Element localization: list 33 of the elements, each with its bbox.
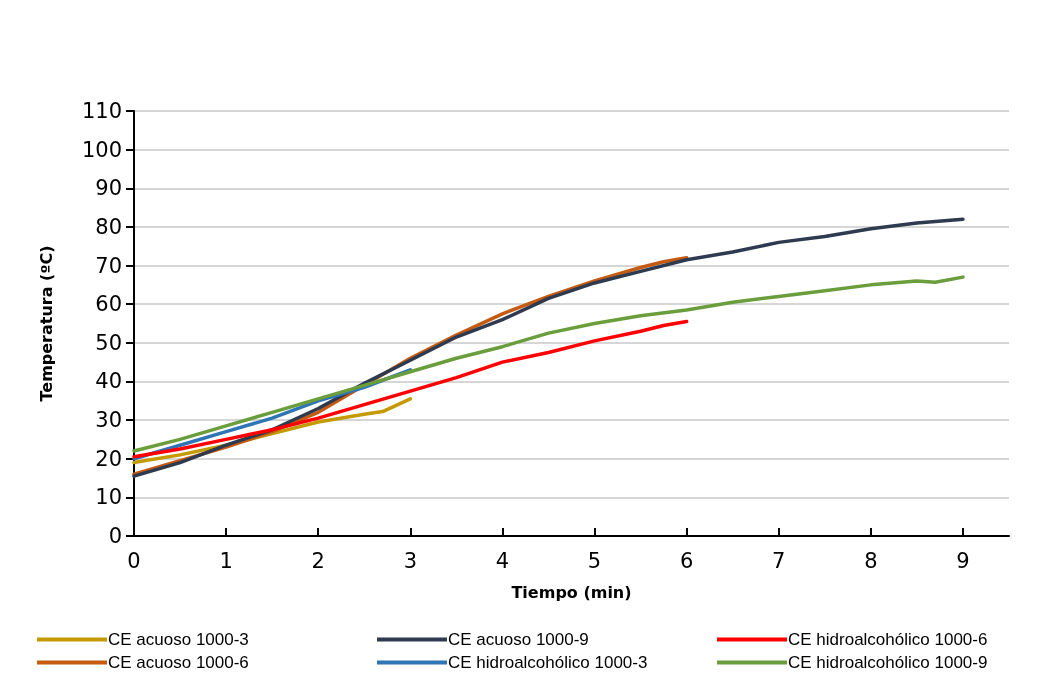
legend-label: CE hidroalcohólico 1000-3 [448,653,648,672]
x-tick-label: 1 [219,548,233,573]
x-tick-label: 7 [772,548,786,573]
legend-label: CE hidroalcohólico 1000-6 [788,630,988,649]
y-tick-label: 60 [95,292,122,317]
x-tick-label: 4 [495,548,510,573]
x-tick-label: 9 [956,548,970,573]
x-tick-label: 2 [311,548,325,573]
y-axis-title: Temperatura (ºC) [36,245,56,402]
x-tick-label: 8 [864,548,878,573]
line-series [132,275,965,453]
x-axis-title: Tiempo (min) [511,582,632,602]
y-tick-label: 110 [81,99,122,123]
y-tick-label: 90 [95,176,122,201]
x-tick-label: 0 [127,548,141,573]
y-tick-label: 100 [81,137,122,162]
legend-label: CE acuoso 1000-3 [108,630,249,649]
y-tick-label: 70 [95,253,122,278]
x-tick-label: 5 [587,548,602,573]
legend-label: CE acuoso 1000-9 [448,630,589,649]
legend-label: CE hidroalcohólico 1000-9 [788,653,988,672]
y-tick-label: 50 [95,330,122,355]
y-tick-label: 80 [95,214,122,239]
y-tick-label: 0 [108,524,122,548]
line-series [132,217,965,478]
y-tick-label: 30 [95,408,122,433]
y-tick-label: 40 [95,369,122,394]
x-tick-label: 3 [403,548,417,573]
line-series [132,319,689,459]
y-tick-label: 20 [95,446,122,471]
legend-label: CE acuoso 1000-6 [108,653,249,672]
y-tick-label: 10 [95,485,122,510]
x-tick-label: 6 [679,548,694,573]
